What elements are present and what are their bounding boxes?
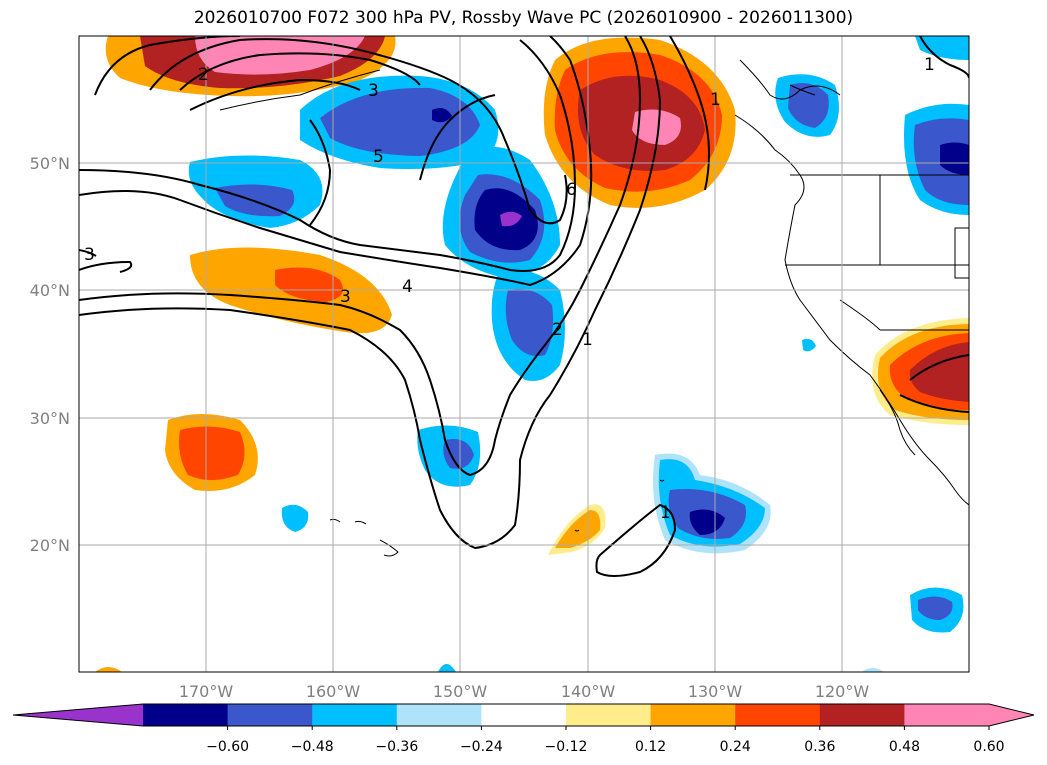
colorbar-outline xyxy=(12,703,1035,727)
colorbar-tick-label: −0.36 xyxy=(375,739,418,755)
contour-label: 6 xyxy=(566,180,577,200)
colorbar-cell xyxy=(566,704,652,726)
contour-label: 2 xyxy=(198,65,209,85)
contour-label: 4 xyxy=(402,277,413,297)
colorbar-cell xyxy=(650,704,736,726)
graticule xyxy=(79,36,969,672)
rossby-wave-contours xyxy=(79,36,969,577)
lat-label-20: 20°N xyxy=(30,536,70,555)
colorbar-tick-label: −0.24 xyxy=(460,739,503,755)
lon-label-150w: 150°W xyxy=(433,682,488,701)
contour-labels: 2 3 5 6 1 3 4 3 2 1 1 1 xyxy=(84,55,935,523)
coastlines xyxy=(219,59,969,557)
colorbar-tick-label: 0.60 xyxy=(973,739,1004,755)
contour-label: 1 xyxy=(660,503,671,523)
colorbar-cell xyxy=(904,704,990,726)
colorbar-tick-label: 0.48 xyxy=(889,739,920,755)
colorbar-ticks: −0.60 −0.48 −0.36 −0.24 −0.12 0.12 0.24 0.36 0.4… xyxy=(206,726,1005,755)
contour-label: 1 xyxy=(924,55,935,75)
lon-label-160w: 160°W xyxy=(306,682,361,701)
colorbar-cell xyxy=(312,704,398,726)
longitude-labels: 170°W 160°W 150°W 140°W 130°W 120°W xyxy=(179,682,870,701)
colorbar-cell xyxy=(396,704,482,726)
lat-label-50: 50°N xyxy=(30,154,70,173)
colorbar-cell xyxy=(819,704,905,726)
map-frame xyxy=(78,35,970,673)
colorbar-under-arrow xyxy=(13,704,143,726)
lon-label-170w: 170°W xyxy=(179,682,234,701)
lon-label-130w: 130°W xyxy=(688,682,743,701)
colorbar-tick-label: −0.60 xyxy=(206,739,249,755)
colorbar-tick-label: 0.12 xyxy=(635,739,666,755)
contour-label: 3 xyxy=(340,287,351,307)
contour-label: 1 xyxy=(582,330,593,350)
colorbar-tick-label: −0.48 xyxy=(291,739,334,755)
colorbar: −0.60 −0.48 −0.36 −0.24 −0.12 0.12 0.24 0.36 0.4… xyxy=(12,703,1035,755)
colorbar-cell xyxy=(735,704,821,726)
lat-label-30: 30°N xyxy=(30,409,70,428)
colorbar-cells xyxy=(143,704,990,726)
lon-label-140w: 140°W xyxy=(561,682,616,701)
colorbar-tick-label: 0.24 xyxy=(720,739,751,755)
contour-label: 2 xyxy=(552,320,563,340)
shaded-pv-field xyxy=(95,36,969,672)
colorbar-tick-label: 0.36 xyxy=(804,739,835,755)
lat-label-40: 40°N xyxy=(30,281,70,300)
lon-label-120w: 120°W xyxy=(815,682,870,701)
contour-label: 5 xyxy=(373,147,384,167)
colorbar-over-arrow xyxy=(989,704,1034,726)
contour-label: 1 xyxy=(710,90,721,110)
map-title: 2026010700 F072 300 hPa PV, Rossby Wave … xyxy=(193,8,854,28)
colorbar-cell xyxy=(481,704,567,726)
colorbar-cell xyxy=(227,704,313,726)
latitude-labels: 50°N 40°N 30°N 20°N xyxy=(30,154,70,555)
colorbar-cell xyxy=(143,704,229,726)
contour-label: 3 xyxy=(84,245,95,265)
colorbar-tick-label: −0.12 xyxy=(545,739,588,755)
contour-label: 3 xyxy=(368,81,379,101)
